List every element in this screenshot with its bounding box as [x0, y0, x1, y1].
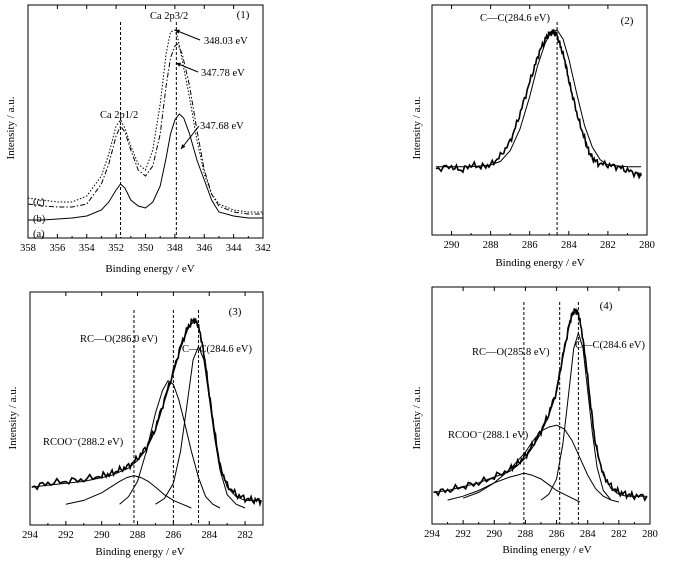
peak-annotation: C—C(284.6 eV)	[480, 13, 550, 24]
series-peak-284-6	[540, 331, 620, 503]
x-tick-label: 282	[611, 529, 627, 540]
x-tick-label: 350	[138, 243, 154, 254]
y-axis-label: Intensity / a.u.	[411, 96, 423, 159]
annotation-arrowhead	[175, 29, 180, 34]
series-fit	[435, 29, 642, 168]
x-tick-label: 288	[130, 530, 146, 541]
curve-label: (a)	[33, 229, 45, 240]
x-axis-label: Binding energy / eV	[95, 546, 184, 558]
panel-label: (4)	[600, 300, 613, 312]
x-tick-label: 286	[166, 530, 182, 541]
peak-annotation: Ca 2p3/2	[150, 11, 188, 22]
series-raw	[435, 28, 642, 180]
peak-annotation: 348.03 eV	[204, 36, 248, 47]
series-peak-288-1	[447, 472, 581, 503]
x-tick-label: 284	[201, 530, 218, 541]
peak-annotation: RCOO⁻(288.2 eV)	[43, 437, 124, 448]
peak-annotation: RC—O(285.8 eV)	[472, 347, 550, 358]
x-tick-label: 344	[226, 243, 243, 254]
peak-annotation: 347.78 eV	[201, 68, 245, 79]
x-tick-label: 288	[483, 240, 499, 251]
x-tick-label: 284	[580, 529, 597, 540]
x-tick-label: 290	[444, 240, 460, 251]
x-axis-label: Binding energy / eV	[502, 544, 591, 556]
x-tick-label: 358	[20, 243, 36, 254]
series-raw	[433, 307, 648, 502]
x-tick-label: 292	[58, 530, 74, 541]
series-peak-284-6	[155, 345, 246, 509]
panel-label: (1)	[237, 9, 250, 21]
annotation-arrowhead	[176, 62, 181, 67]
x-tick-label: 356	[50, 243, 66, 254]
panel-2: 290 288 286 284 282 280 Binding energy / eV Int…	[411, 4, 655, 269]
panel-3: 294 292 290 288 286 284 282 Binding energy / eV…	[7, 291, 264, 558]
peak-annotation: C—C(284.6 eV)	[182, 344, 252, 355]
panel-label: (2)	[621, 15, 634, 27]
series-peak-286-0	[119, 379, 221, 509]
x-tick-label: 282	[600, 240, 616, 251]
annotation-arrow	[180, 125, 200, 150]
x-tick-label: 346	[196, 243, 212, 254]
x-tick-label: 286	[549, 529, 565, 540]
x-tick-label: 288	[518, 529, 534, 540]
plot-frame	[431, 4, 648, 236]
series-envelope	[433, 311, 647, 497]
x-tick-label: 294	[424, 529, 441, 540]
panel-1: 358 356 354 352 350 348 346 344 342 Binding energ…	[5, 4, 271, 275]
x-tick-label: 348	[167, 243, 183, 254]
peak-annotation: RC—O(286.0 eV)	[80, 334, 158, 345]
x-tick-label: 286	[522, 240, 538, 251]
x-axis-label: Binding energy / eV	[495, 257, 584, 269]
curve-label: (c)	[33, 197, 45, 208]
peak-annotation: 347.68 eV	[200, 121, 244, 132]
x-tick-label: 290	[486, 529, 502, 540]
plot-frame	[29, 291, 264, 526]
series-b	[27, 43, 263, 215]
x-tick-label: 284	[561, 240, 578, 251]
curve-label: (b)	[33, 214, 46, 225]
series-peak-288-2	[65, 475, 192, 509]
x-tick-label: 280	[642, 529, 658, 540]
y-axis-label: Intensity / a.u.	[7, 386, 19, 449]
series-a	[28, 113, 263, 221]
peak-annotation: Ca 2p1/2	[100, 110, 138, 121]
x-tick-label: 282	[237, 530, 253, 541]
peak-annotation: C—C(284.6 eV)	[575, 340, 645, 351]
x-tick-label: 342	[255, 243, 271, 254]
x-tick-label: 292	[455, 529, 471, 540]
x-tick-label: 354	[79, 243, 96, 254]
y-axis-label: Intensity / a.u.	[5, 96, 17, 159]
x-axis-label: Binding energy / eV	[105, 263, 194, 275]
peak-annotation: RCOO⁻(288.1 eV)	[448, 430, 529, 441]
series-peak-285-8	[462, 424, 612, 501]
annotation-arrowhead	[181, 144, 186, 149]
y-axis-label: Intensity / a.u.	[411, 386, 423, 449]
x-tick-label: 294	[22, 530, 39, 541]
x-tick-label: 290	[94, 530, 110, 541]
panel-label: (3)	[229, 306, 242, 318]
series-c	[27, 29, 263, 213]
panel-4: 294 292 290 288 286 284 282 280 Binding energy /…	[411, 286, 658, 556]
x-tick-label: 280	[639, 240, 655, 251]
series-envelope	[31, 321, 262, 501]
x-tick-label: 352	[108, 243, 124, 254]
